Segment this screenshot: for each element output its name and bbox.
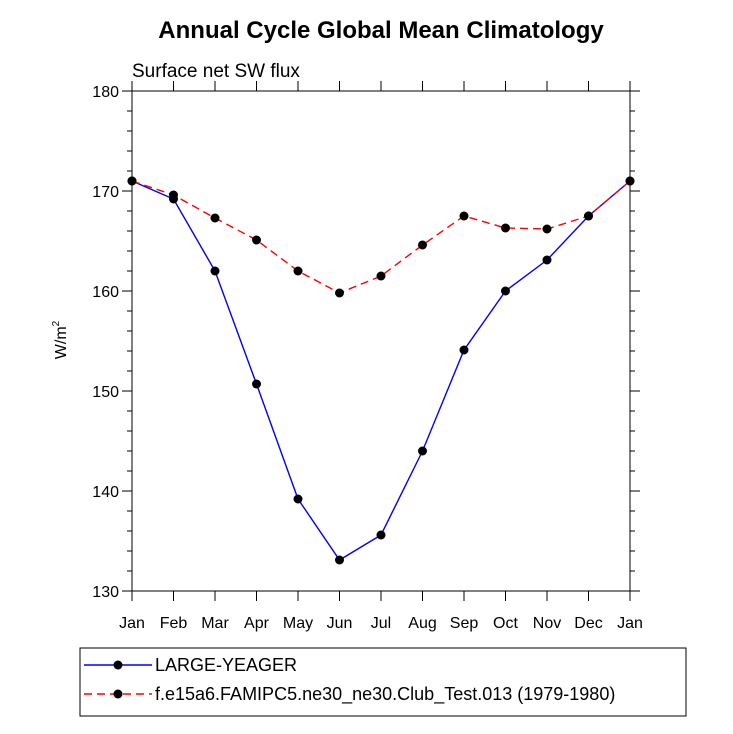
data-point — [625, 176, 635, 186]
data-point — [418, 240, 427, 250]
data-point — [376, 271, 386, 281]
data-point — [252, 235, 261, 245]
data-point — [459, 211, 469, 221]
data-point — [335, 555, 344, 565]
data-point — [501, 223, 510, 233]
data-point — [418, 446, 427, 456]
x-tick-label: Mar — [201, 615, 229, 632]
series-line — [131, 180, 631, 561]
data-point — [252, 379, 261, 389]
data-point — [335, 288, 344, 298]
y-tick-label: 150 — [92, 384, 119, 401]
legend-marker-large-yeager — [113, 660, 123, 670]
y-tick-label: 170 — [92, 184, 119, 201]
data-point — [584, 211, 593, 221]
x-tick-label: Nov — [533, 615, 561, 632]
x-tick-label: Jul — [371, 615, 391, 632]
y-tick-label: 180 — [92, 84, 119, 101]
legend: LARGE-YEAGER f.e15a6.FAMIPC5.ne30_ne30.C… — [79, 647, 687, 717]
data-point — [501, 286, 510, 296]
legend-box — [79, 647, 687, 717]
y-tick-label: 160 — [92, 284, 119, 301]
data-point — [293, 494, 303, 504]
data-point — [542, 255, 552, 265]
data-point — [210, 266, 220, 276]
x-tick-label: Jan — [617, 615, 643, 632]
legend-marker-club-test — [113, 689, 123, 699]
x-tick-label: Jan — [119, 615, 145, 632]
x-tick-label: Apr — [244, 615, 270, 632]
chart-subtitle: Surface net SW flux — [132, 61, 300, 82]
x-tick-label: Feb — [160, 615, 188, 632]
x-tick-label: Jun — [327, 615, 353, 632]
data-point — [169, 190, 178, 200]
axes: 130 140 150 160 170 180 Jan Feb Mar Apr May Jun Jul A… — [92, 81, 643, 632]
y-tick-label: 130 — [92, 584, 119, 601]
y-tick-label: 140 — [92, 484, 119, 501]
x-tick-label: Dec — [574, 615, 602, 632]
data-point — [210, 213, 220, 223]
chart-title: Annual Cycle Global Mean Climatology — [158, 17, 604, 44]
data-point — [293, 266, 303, 276]
x-tick-label: Sep — [450, 615, 479, 632]
x-tick-label: Oct — [493, 615, 518, 632]
x-tick-label: May — [283, 615, 313, 632]
data-point — [459, 345, 469, 355]
legend-label-large-yeager: LARGE-YEAGER — [155, 655, 297, 675]
x-tick-label: Aug — [408, 615, 436, 632]
series-0 — [127, 176, 635, 565]
y-axis-label-superscript: 2 — [51, 320, 62, 326]
y-axis-label: W/m2 — [51, 320, 70, 359]
data-point — [376, 530, 386, 540]
data-point — [127, 176, 137, 186]
plot-frame — [131, 90, 631, 592]
svg-text:W/m2: W/m2 — [51, 320, 70, 359]
series-layer — [127, 176, 635, 565]
data-point — [542, 224, 552, 234]
series-1 — [127, 176, 635, 298]
y-axis-label-text: W/m — [53, 326, 70, 359]
legend-label-club-test: f.e15a6.FAMIPC5.ne30_ne30.Club_Test.013 … — [155, 684, 615, 705]
